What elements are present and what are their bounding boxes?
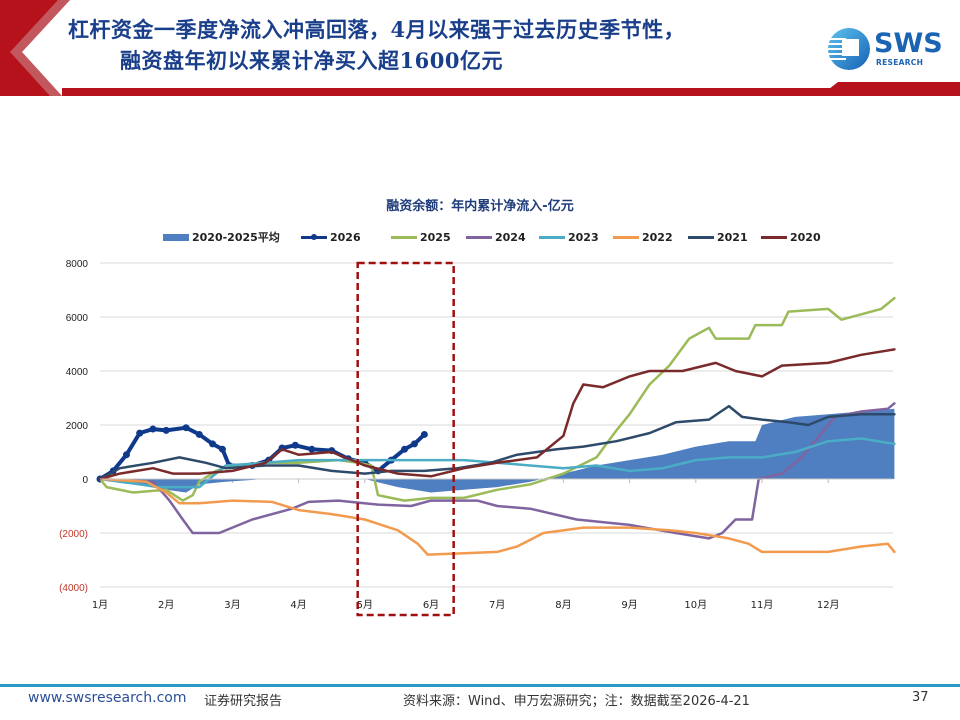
header-left-chevron: [0, 0, 70, 96]
logo-text: SWS: [874, 28, 943, 59]
series-marker-2026: [162, 426, 170, 434]
series-marker-2026: [218, 445, 226, 453]
y-tick-label: 8000: [66, 259, 89, 270]
legend-swatch: [761, 236, 787, 239]
sws-logo-icon: [828, 28, 870, 70]
series-marker-2026: [195, 430, 203, 438]
footer-divider: [0, 684, 960, 687]
x-tick-label: 3月: [224, 599, 240, 611]
series-line-2020: [98, 348, 896, 481]
footer-report-type: 证券研究报告: [204, 694, 283, 709]
header-right-bar: [820, 82, 960, 96]
x-tick-label: 4月: [290, 599, 306, 611]
x-tick-label: 11月: [751, 599, 774, 611]
chart-title: 融资余额：年内累计净流入-亿元: [386, 199, 574, 214]
page-number: 37: [912, 690, 929, 705]
legend-label: 2020: [790, 231, 821, 244]
x-tick-label: 8月: [555, 599, 571, 611]
x-tick-label: 6月: [423, 599, 439, 611]
header-red-bar: [62, 88, 830, 96]
legend-label: 2023: [568, 231, 599, 244]
legend-swatch: [466, 236, 492, 239]
logo-subtext: RESEARCH: [876, 58, 924, 67]
highlight-box: [356, 261, 455, 617]
series-area-avg: [100, 408, 895, 493]
sws-logo: SWS RESEARCH: [826, 24, 946, 74]
series-marker-2026: [420, 430, 428, 438]
y-tick-label: 0: [82, 475, 88, 486]
x-tick-label: 10月: [684, 599, 707, 611]
y-tick-label: (4000): [59, 583, 88, 594]
series-marker-2026: [308, 445, 316, 453]
y-tick-label: 2000: [66, 421, 89, 432]
series-line-2022: [98, 477, 896, 556]
series-marker-2026: [136, 429, 144, 437]
x-tick-label: 7月: [489, 599, 505, 611]
series-line-2021: [98, 404, 896, 481]
x-tick-label: 9月: [621, 599, 637, 611]
legend-label: 2026: [330, 231, 361, 244]
x-tick-label: 1月: [92, 599, 108, 611]
series-marker-2026: [401, 445, 409, 453]
legend-label: 2025: [420, 231, 451, 244]
y-tick-label: (2000): [59, 529, 88, 540]
slide-header: 杠杆资金一季度净流入冲高回落，4月以来强于过去历史季节性， 融资盘年初以来累计净…: [0, 0, 960, 100]
legend-swatch: [688, 236, 714, 239]
header-banner: [0, 0, 960, 96]
series-marker-2026: [122, 451, 130, 459]
footer-url-link[interactable]: www.swsresearch.com: [28, 690, 187, 706]
x-tick-label: 2月: [158, 599, 174, 611]
series-marker-2026: [149, 425, 157, 433]
legend-marker: [311, 234, 317, 240]
legend-swatch: [163, 234, 189, 241]
series-marker-2026: [182, 424, 190, 432]
legend-swatch: [391, 236, 417, 239]
series-marker-2026: [209, 440, 217, 448]
title-line-1: 杠杆资金一季度净流入冲高回落，4月以来强于过去历史季节性，: [68, 17, 686, 42]
y-tick-label: 4000: [66, 367, 89, 378]
x-tick-label: 5月: [357, 599, 373, 611]
legend-label: 2020-2025平均: [192, 231, 280, 244]
series-marker-2026: [410, 440, 418, 448]
legend-label: 2022: [642, 231, 673, 244]
legend-label: 2021: [717, 231, 748, 244]
legend-swatch: [539, 236, 565, 239]
x-tick-label: 12月: [817, 599, 840, 611]
series-line-2025: [98, 296, 896, 502]
page-title: 杠杆资金一季度净流入冲高回落，4月以来强于过去历史季节性， 融资盘年初以来累计净…: [68, 14, 828, 76]
legend-label: 2024: [495, 231, 526, 244]
series-marker-2026: [291, 441, 299, 449]
title-line-2: 融资盘年初以来累计净买入超1600亿元: [120, 48, 503, 73]
series-line-2024: [98, 402, 896, 540]
y-tick-label: 6000: [66, 313, 89, 324]
legend-swatch: [613, 236, 639, 239]
footer-source-note: 资料来源：Wind、申万宏源研究；注：数据截至2026-4-21: [403, 694, 750, 709]
